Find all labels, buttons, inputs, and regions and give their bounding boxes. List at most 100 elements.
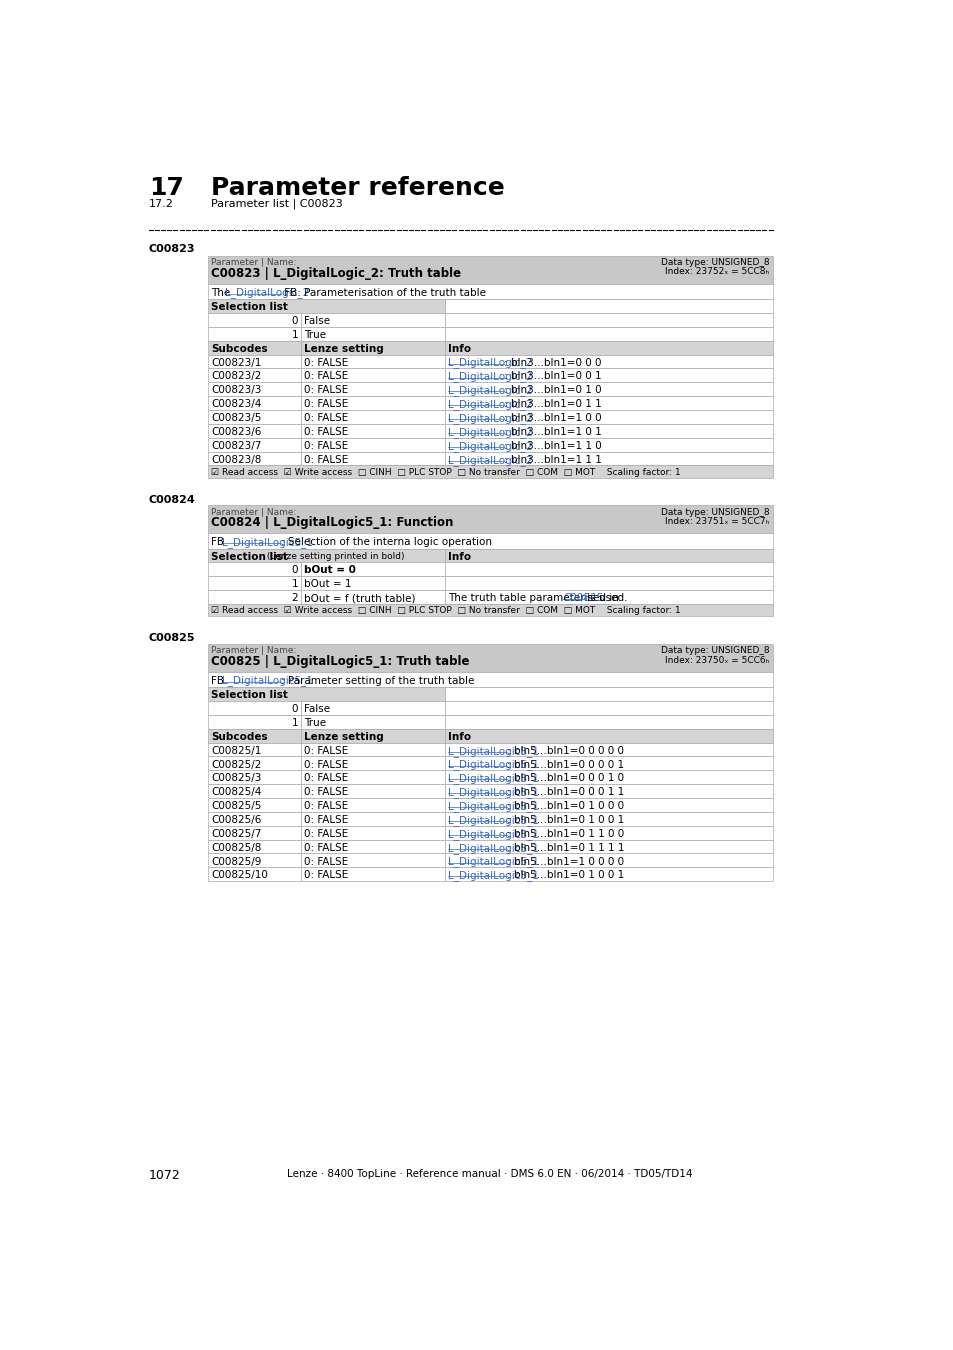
- Text: False: False: [304, 705, 331, 714]
- Text: 0: FALSE: 0: FALSE: [304, 400, 349, 409]
- Bar: [301, 590, 444, 603]
- Text: 17.2: 17.2: [149, 198, 173, 209]
- Text: L_DigitalLogic5_1: L_DigitalLogic5_1: [447, 787, 538, 798]
- Text: C00824 | L_DigitalLogic5_1: Function: C00824 | L_DigitalLogic5_1: Function: [212, 516, 454, 529]
- Bar: [444, 548, 772, 563]
- Bar: [301, 853, 444, 867]
- Text: 0: FALSE: 0: FALSE: [304, 842, 349, 853]
- Bar: [444, 451, 772, 466]
- Bar: [301, 340, 444, 355]
- Text: 0: 0: [292, 316, 298, 325]
- Text: C00823/8: C00823/8: [212, 455, 261, 464]
- Text: : bln3...bln1=1 0 0: : bln3...bln1=1 0 0: [503, 413, 600, 423]
- Text: 1: 1: [292, 579, 298, 590]
- Text: C00825/3: C00825/3: [212, 774, 261, 783]
- Bar: [301, 729, 444, 742]
- Text: 0: FALSE: 0: FALSE: [304, 358, 349, 367]
- Text: Selection list: Selection list: [212, 302, 288, 312]
- Text: C00825/4: C00825/4: [212, 787, 261, 798]
- Text: L_DigitalLogic_2: L_DigitalLogic_2: [447, 358, 532, 369]
- Text: L_DigitalLogic_2: L_DigitalLogic_2: [447, 440, 532, 452]
- Text: FB: FB: [212, 675, 228, 686]
- Text: FB: FB: [212, 537, 228, 547]
- Bar: [444, 590, 772, 603]
- Bar: [444, 729, 772, 742]
- Text: : bln5...bln1=0 0 0 0 0: : bln5...bln1=0 0 0 0 0: [507, 745, 623, 756]
- Text: Info: Info: [447, 344, 471, 354]
- Text: L_DigitalLogic5_1: L_DigitalLogic5_1: [447, 774, 538, 784]
- Bar: [301, 701, 444, 716]
- Text: L_DigitalLogic5_1: L_DigitalLogic5_1: [447, 842, 538, 853]
- Bar: [444, 743, 772, 756]
- Bar: [208, 590, 301, 603]
- Text: Subcodes: Subcodes: [212, 344, 268, 354]
- Bar: [208, 603, 772, 617]
- Bar: [301, 313, 444, 327]
- Bar: [301, 424, 444, 437]
- Text: L_DigitalLogic_2: L_DigitalLogic_2: [447, 427, 532, 437]
- Text: C00825/2: C00825/2: [212, 760, 261, 770]
- Text: : bln3...bln1=0 1 0: : bln3...bln1=0 1 0: [503, 385, 600, 396]
- Text: ☑ Read access  ☑ Write access  □ CINH  □ PLC STOP  □ No transfer  □ COM  □ MOT  : ☑ Read access ☑ Write access □ CINH □ PL…: [212, 467, 680, 477]
- Bar: [444, 840, 772, 853]
- Bar: [208, 784, 301, 798]
- Bar: [301, 840, 444, 853]
- Bar: [301, 410, 444, 424]
- Text: : bln3...bln1=1 1 1: : bln3...bln1=1 1 1: [503, 455, 601, 464]
- Text: L_DigitalLogic_2: L_DigitalLogic_2: [225, 288, 310, 298]
- Text: Parameter | Name:: Parameter | Name:: [212, 647, 296, 655]
- Text: L_DigitalLogic_2: L_DigitalLogic_2: [447, 400, 532, 410]
- Text: C00825/5: C00825/5: [212, 801, 261, 811]
- Text: Info: Info: [447, 732, 471, 741]
- Text: L_DigitalLogic_2: L_DigitalLogic_2: [447, 385, 532, 396]
- Bar: [208, 256, 772, 284]
- Text: 1072: 1072: [149, 1169, 180, 1183]
- Text: : bln5...bln1=0 1 0 0 1: : bln5...bln1=0 1 0 0 1: [507, 815, 623, 825]
- Text: 0: FALSE: 0: FALSE: [304, 440, 349, 451]
- Bar: [208, 771, 301, 784]
- Bar: [444, 716, 772, 729]
- Bar: [208, 437, 301, 451]
- Text: Index: 23752ₓ = 5CC8ₕ: Index: 23752ₓ = 5CC8ₕ: [664, 267, 769, 277]
- Text: C00823/4: C00823/4: [212, 400, 261, 409]
- Text: L_DigitalLogic5_1: L_DigitalLogic5_1: [222, 675, 313, 687]
- Bar: [444, 853, 772, 867]
- Text: bOut = f (truth table): bOut = f (truth table): [304, 593, 416, 603]
- Text: C00823/1: C00823/1: [212, 358, 261, 367]
- Bar: [301, 563, 444, 576]
- Text: 0: FALSE: 0: FALSE: [304, 856, 349, 867]
- Bar: [444, 756, 772, 771]
- Bar: [301, 784, 444, 798]
- Bar: [208, 284, 772, 300]
- Text: 0: FALSE: 0: FALSE: [304, 371, 349, 382]
- Bar: [301, 716, 444, 729]
- Bar: [444, 798, 772, 811]
- Bar: [301, 382, 444, 396]
- Bar: [208, 327, 301, 340]
- Bar: [301, 867, 444, 882]
- Text: C00825/8: C00825/8: [212, 842, 261, 853]
- Text: True: True: [304, 718, 326, 728]
- Text: L_DigitalLogic_2: L_DigitalLogic_2: [447, 455, 532, 466]
- Bar: [444, 300, 772, 313]
- Text: L_DigitalLogic5_1: L_DigitalLogic5_1: [447, 871, 538, 882]
- Bar: [208, 811, 301, 826]
- Text: True: True: [304, 329, 326, 340]
- Text: : bln3...bln1=0 0 0: : bln3...bln1=0 0 0: [503, 358, 600, 367]
- Bar: [444, 340, 772, 355]
- Text: C00823: C00823: [149, 244, 195, 254]
- Text: C00825/7: C00825/7: [212, 829, 261, 838]
- Bar: [208, 396, 301, 410]
- Text: : bln3...bln1=1 0 1: : bln3...bln1=1 0 1: [503, 427, 600, 437]
- Bar: [208, 853, 301, 867]
- Bar: [301, 437, 444, 451]
- Bar: [444, 313, 772, 327]
- Text: C00825: C00825: [562, 593, 602, 603]
- Text: L_DigitalLogic5_1: L_DigitalLogic5_1: [447, 856, 538, 868]
- Bar: [444, 563, 772, 576]
- Bar: [444, 784, 772, 798]
- Bar: [301, 327, 444, 340]
- Text: L_DigitalLogic5_1: L_DigitalLogic5_1: [447, 760, 538, 771]
- Text: 1: 1: [292, 718, 298, 728]
- Bar: [301, 743, 444, 756]
